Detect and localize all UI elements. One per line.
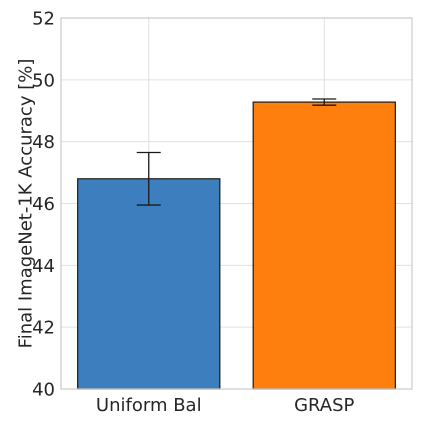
error-bars [136,98,337,206]
y-tick-label: 42 [32,318,55,339]
bar-uniform-bal [77,178,221,390]
x-tick-label: GRASP [294,395,354,416]
y-tick-label: 44 [32,256,55,277]
y-tick-label: 50 [32,70,55,91]
plot-frame [60,17,413,390]
y-tick-label: 46 [32,194,55,215]
y-tick-label: 48 [32,132,55,153]
bar-grasp [252,101,396,390]
x-tick-labels: Uniform Bal GRASP [96,395,355,416]
bars [77,101,396,390]
y-tick-labels: 40 42 44 46 48 50 52 [32,9,55,401]
x-tick-label: Uniform Bal [96,395,202,416]
y-tick-label: 40 [32,380,55,401]
y-axis-label: Final ImageNet-1K Accuracy [%] [15,59,36,349]
y-tick-label: 52 [32,9,55,30]
